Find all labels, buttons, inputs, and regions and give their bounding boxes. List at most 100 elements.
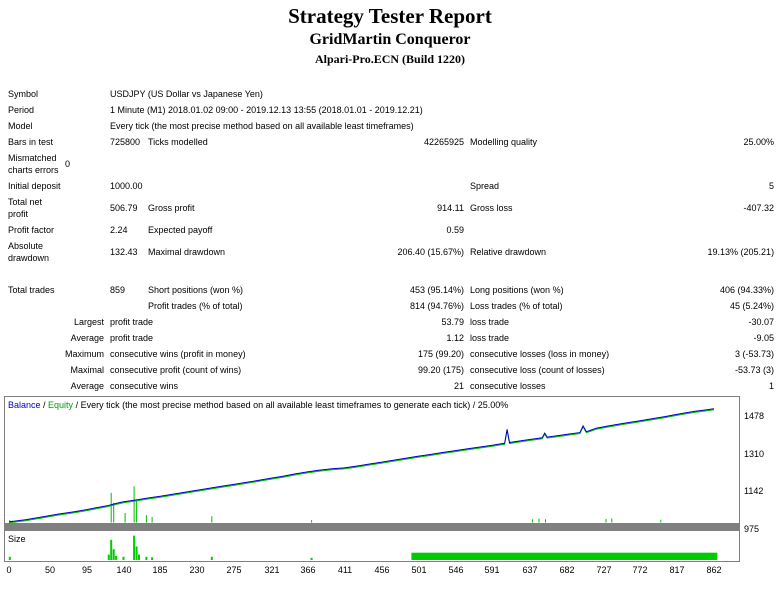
x-axis-label: 682 (559, 565, 575, 575)
legend-part: / Every tick (the most precise method ba… (73, 400, 509, 410)
expert-name: GridMartin Conqueror (309, 31, 471, 48)
report-cell: loss trade (470, 333, 510, 343)
report-row-largest-trade: Largest profit trade 53.79 loss trade -30.07 (8, 314, 780, 330)
report-cell (65, 194, 110, 222)
y-axis-label: 1310 (744, 449, 765, 459)
report-cell: Spread (470, 181, 500, 191)
report-cell: Gross loss (470, 203, 513, 213)
report-row-profit-factor: Profit factor 2.24 Expected payoff 0.59 (8, 222, 780, 238)
equity-line (8, 409, 715, 524)
report-row-total-trades: Total trades 859 Short positions (won %) 45… (8, 282, 780, 298)
strategy-tester-report: Strategy Tester Report GridMartin Conque… (0, 4, 780, 582)
report-row-maximal-consecutive: Maximal consecutive profit (count of wins… (8, 362, 780, 378)
report-row-average-consecutive: Average consecutive wins 21 consecutive los… (8, 378, 780, 394)
report-cell: Maximum (65, 349, 105, 359)
report-cell (330, 178, 470, 194)
x-axis-label: 637 (522, 565, 538, 575)
x-axis-label: 862 (706, 565, 722, 575)
x-axis-label: 727 (596, 565, 612, 575)
size-bar (110, 539, 113, 561)
report-row-model: Model Every tick (the most precise method… (8, 118, 780, 134)
x-axis-label: 772 (632, 565, 648, 575)
size-bar (133, 535, 136, 560)
size-bar (210, 556, 213, 560)
report-cell: -53.73 (3) (735, 365, 775, 375)
report-cell: 0 (65, 159, 71, 169)
report-cell: 42265925 (423, 137, 465, 147)
report-cell: 914.11 (437, 203, 465, 213)
size-bar (112, 549, 115, 560)
chart-canvas (5, 408, 739, 561)
report-cell: 506.79 (110, 203, 138, 213)
report-cell (635, 222, 780, 238)
report-cell: Total trades (8, 285, 55, 295)
report-cell: -407.32 (743, 203, 775, 213)
size-bar (151, 557, 154, 560)
chart-legend: Balance / Equity / Every tick (the most … (8, 400, 508, 410)
report-cell: 406 (94.33%) (720, 285, 775, 295)
size-bar (310, 557, 313, 560)
x-axis-label: 591 (484, 565, 500, 575)
report-row-maximum-consecutive: Maximum consecutive wins (profit in money… (8, 346, 780, 362)
report-cell: consecutive loss (count of losses) (470, 365, 605, 375)
report-cell: Average (70, 333, 105, 343)
report-row-absolute-drawdown: Absolute drawdown 132.43 Maximal drawdown 2… (8, 238, 780, 266)
x-axis-label: 0 (6, 565, 12, 575)
report-cell: 1 Minute (M1) 2018.01.02 09:00 - 2019.12… (110, 105, 423, 115)
report-row-period: Period 1 Minute (M1) 2018.01.02 09:00 - 2… (8, 102, 780, 118)
x-axis-label: 321 (264, 565, 280, 575)
report-cell: Symbol (8, 89, 39, 99)
x-axis-label: 185 (152, 565, 168, 575)
report-cell: 1000.00 (110, 181, 143, 191)
report-cell: Initial deposit (8, 181, 61, 191)
report-cell: Profit trades (% of total) (148, 301, 243, 311)
report-cell (8, 298, 148, 314)
report-row-total-net-profit: Total net profit 506.79 Gross profit 914.11… (8, 194, 780, 222)
spacer-cell (8, 266, 780, 282)
results-table: Symbol USDJPY (US Dollar vs Japanese Yen)… (8, 86, 780, 394)
report-cell: Maximal (70, 365, 105, 375)
report-cell: Long positions (won %) (470, 285, 564, 295)
y-axis-label: 1478 (744, 411, 765, 421)
report-cell: 3 (-53.73) (735, 349, 775, 359)
report-cell (110, 150, 780, 178)
report-row-average-trade: Average profit trade 1.12 loss trade -9.05 (8, 330, 780, 346)
chart-separator-band (5, 523, 739, 531)
x-axis-label: 50 (44, 565, 56, 575)
report-cell: Ticks modelled (148, 137, 208, 147)
report-cell: Largest (73, 317, 105, 327)
x-axis-label: 140 (116, 565, 132, 575)
report-cell: Short positions (won %) (148, 285, 244, 295)
y-axis: 1478 1310 1142 975 (744, 397, 778, 561)
report-cell: Absolute drawdown (8, 241, 50, 263)
size-bar (122, 556, 125, 560)
size-bar (107, 554, 110, 560)
report-cell: 132.43 (110, 247, 138, 257)
x-axis-label: 411 (337, 565, 353, 575)
report-cell: 25.00% (743, 137, 775, 147)
legend-part: Balance (8, 400, 41, 410)
report-cell: Expected payoff (148, 225, 213, 235)
report-cell: Modelling quality (470, 137, 538, 147)
x-axis-label: 546 (448, 565, 464, 575)
y-axis-label: 1142 (744, 486, 764, 496)
report-cell: consecutive profit (count of wins) (110, 365, 242, 375)
size-bar (8, 556, 11, 560)
x-axis: 0 50 95 140 185 230 275 321 366 411 456 501 546 591 63… (0, 565, 780, 579)
report-cell: Profit factor (8, 225, 55, 235)
report-cell: 175 (99.20) (417, 349, 465, 359)
report-cell: 5 (769, 181, 775, 191)
report-cell: 1 (769, 381, 775, 391)
report-cell: loss trade (470, 317, 510, 327)
report-cell: Period (8, 105, 35, 115)
report-cell: Model (8, 121, 33, 131)
report-cell: Every tick (the most precise method base… (110, 121, 414, 131)
report-row-initial-deposit: Initial deposit 1000.00 Spread 5 (8, 178, 780, 194)
report-row-bars-in-test: Bars in test 725800 Ticks modelled 42265925… (8, 134, 780, 150)
report-cell: consecutive wins (110, 381, 179, 391)
report-cell: profit trade (110, 317, 154, 327)
report-cell: Loss trades (% of total) (470, 301, 563, 311)
size-bar (135, 546, 138, 560)
size-solid-bar (411, 552, 718, 560)
size-bar (145, 556, 148, 560)
